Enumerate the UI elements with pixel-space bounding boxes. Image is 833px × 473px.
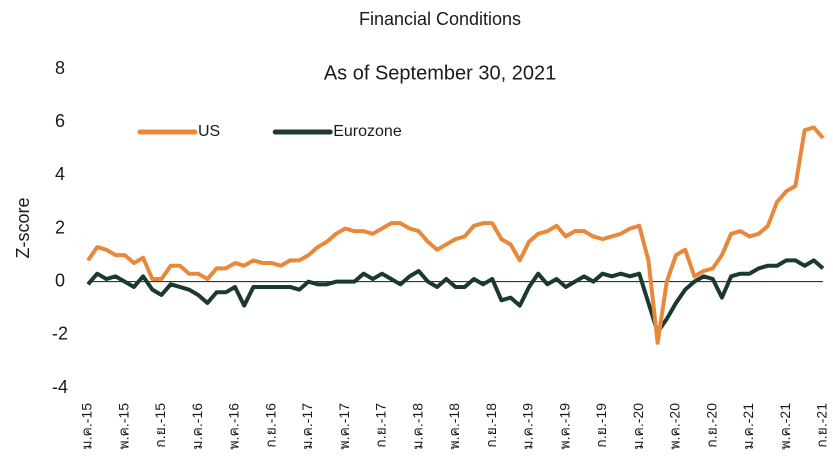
x-tick-label: พ.ค.-15 (115, 403, 131, 450)
y-axis-label: Z-score (13, 197, 33, 258)
x-tick-label: ม.ค.-21 (740, 403, 756, 450)
x-tick-label: ก.ย.-20 (703, 403, 719, 448)
series-line (86, 258, 825, 335)
x-tick-label: พ.ค.-18 (446, 403, 462, 450)
x-tick-label: ม.ค.-17 (299, 403, 315, 450)
y-tick-label: -2 (52, 324, 68, 344)
x-tick-label: ม.ค.-20 (630, 403, 646, 450)
y-tick-label: 6 (55, 111, 65, 131)
x-tick-label: ก.ย.-19 (593, 403, 609, 448)
x-tick-label: ก.ย.-18 (483, 403, 499, 448)
x-tick-label: ม.ค.-19 (520, 403, 536, 450)
x-tick-label: ก.ย.-17 (373, 403, 389, 448)
legend-label: Eurozone (333, 123, 402, 140)
x-tick-label: ม.ค.-18 (409, 403, 425, 450)
legend-label: US (198, 123, 220, 140)
x-tick-label: พ.ค.-20 (667, 403, 683, 450)
y-tick-label: 8 (55, 58, 65, 78)
y-tick-label: 2 (55, 217, 65, 237)
chart-subtitle: As of September 30, 2021 (324, 62, 556, 84)
x-tick-label: ก.ย.-21 (814, 403, 830, 448)
x-tick-label: พ.ค.-19 (556, 403, 572, 450)
x-tick-label: ก.ย.-16 (262, 403, 278, 448)
x-tick-label: ก.ย.-15 (152, 403, 168, 448)
series-line (86, 125, 825, 345)
y-tick-label: 4 (55, 164, 65, 184)
x-tick-label: ม.ค.-15 (79, 403, 95, 450)
x-tick-label: พ.ค.-16 (226, 403, 242, 450)
y-tick-label: 0 (55, 270, 65, 290)
x-tick-label: ม.ค.-16 (189, 403, 205, 450)
x-tick-label: พ.ค.-17 (336, 403, 352, 450)
x-tick-label: พ.ค.-21 (777, 403, 793, 450)
chart-title: Financial Conditions (359, 9, 521, 29)
y-tick-label: -4 (52, 377, 68, 397)
